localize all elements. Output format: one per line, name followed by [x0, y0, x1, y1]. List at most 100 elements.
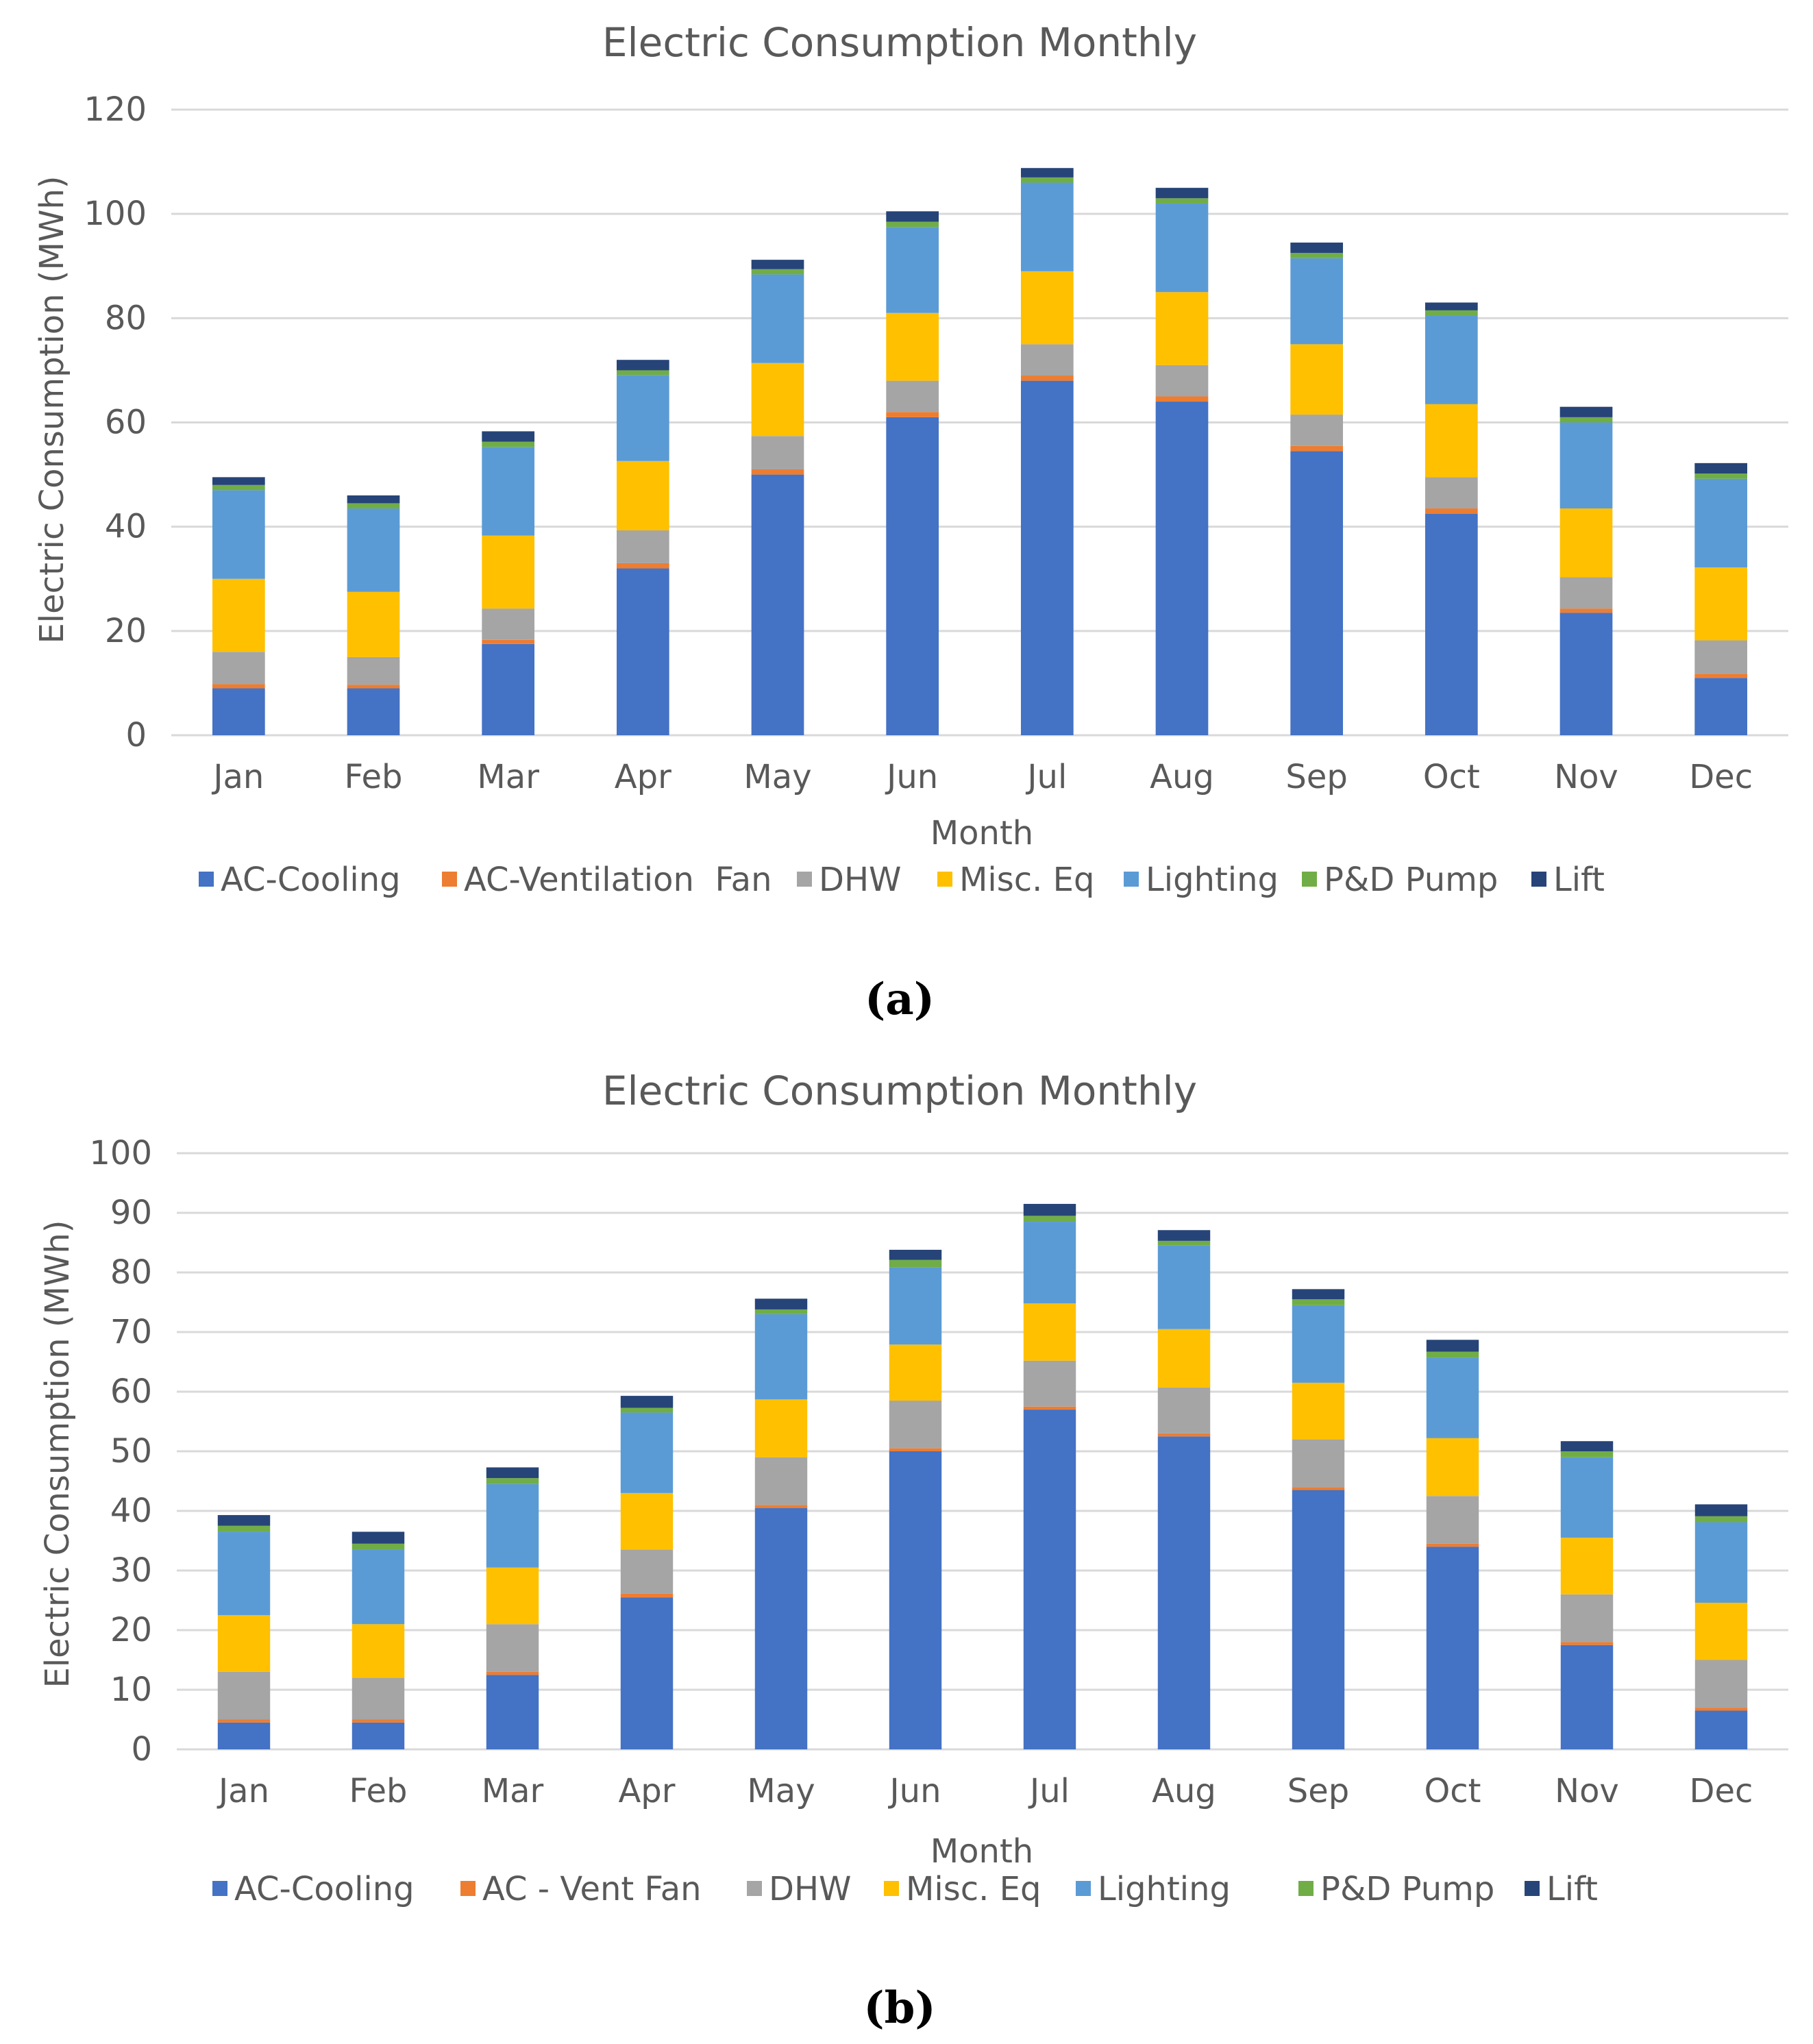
- bar-segment-misc-eq-nov: [1560, 1538, 1614, 1594]
- x-tick-label: Feb: [345, 758, 403, 796]
- bar-segment-p-d-pump-may: [751, 269, 804, 275]
- bar-segment-p-d-pump-sep: [1292, 1299, 1345, 1305]
- y-tick-label: 90: [110, 1194, 152, 1232]
- bar-segment-dhw-aug: [1155, 365, 1209, 397]
- bar-segment-dhw-jun: [889, 1401, 942, 1449]
- bar-segment-misc-eq-jun: [886, 312, 939, 381]
- bar-segment-lighting-jun: [889, 1267, 942, 1345]
- panel-label-b: (b): [863, 1982, 935, 2034]
- y-axis-label: Electric Consumption (MWh): [33, 175, 71, 643]
- bar-segment-lift-apr: [616, 360, 669, 371]
- x-tick-label: Oct: [1423, 758, 1480, 796]
- legend: AC-Cooling AC-Ventilation Fan DHW Misc. Eq L…: [199, 861, 1605, 899]
- legend-label: AC-Cooling: [234, 1870, 415, 1908]
- y-tick-label: 40: [110, 1492, 152, 1530]
- y-tick-label: 10: [110, 1671, 152, 1709]
- x-tick-label: May: [743, 758, 811, 796]
- bar-segment-ac-cooling-aug: [1155, 402, 1209, 735]
- bar-segment-p-d-pump-mar: [482, 441, 535, 447]
- x-axis-label: Month: [930, 814, 1033, 852]
- legend-swatch: [1124, 872, 1139, 887]
- bar-segment-dhw-oct: [1426, 1496, 1479, 1544]
- bar-segment-dhw-jun: [886, 380, 939, 413]
- bar-segment-misc-eq-nov: [1559, 508, 1613, 578]
- bar-segment-lighting-dec: [1694, 1522, 1748, 1603]
- bar-segment-ac-vent-fan-jun: [889, 1448, 942, 1451]
- chart-panel-b: Electric Consumption Monthly 0 10 20 30 40 50…: [38, 1068, 1788, 2034]
- legend-label: Lift: [1553, 861, 1605, 899]
- bar-segment-p-d-pump-mar: [486, 1478, 539, 1484]
- bar-segment-lighting-feb: [352, 1549, 405, 1625]
- bar-segment-misc-eq-mar: [482, 535, 535, 609]
- bar-segment-lighting-sep: [1290, 258, 1344, 345]
- bar-segment-ac-cooling-oct: [1426, 1547, 1479, 1749]
- bar-segment-lift-nov: [1560, 1441, 1614, 1451]
- bar-segment-lighting-sep: [1292, 1305, 1345, 1383]
- bar-segment-lighting-apr: [616, 375, 669, 461]
- y-tick-label: 20: [110, 1611, 152, 1649]
- bar-segment-dhw-dec: [1694, 1660, 1748, 1708]
- chart-panel-a: Electric Consumption Monthly 0 20 40 60 80 10…: [33, 19, 1788, 1025]
- bar-segment-ac-cooling-jul: [1020, 380, 1074, 735]
- bar-segment-lift-jan: [212, 477, 265, 485]
- bar-segment-lighting-may: [754, 1314, 808, 1400]
- x-tick-label: Jun: [888, 1772, 941, 1810]
- bar-segment-dhw-aug: [1157, 1387, 1211, 1433]
- bar-segment-dhw-nov: [1559, 577, 1613, 609]
- bar-segment-misc-eq-apr: [620, 1492, 674, 1550]
- legend: AC-Cooling AC - Vent Fan DHW Misc. Eq Lighti…: [212, 1870, 1598, 1908]
- bar-segment-ac-cooling-sep: [1292, 1490, 1345, 1749]
- x-tick-label: Jul: [1028, 1772, 1070, 1810]
- bar-segment-ac-cooling-apr: [620, 1597, 674, 1749]
- bar-segment-lighting-oct: [1424, 315, 1478, 404]
- bar-segment-ac-vent-fan-apr: [620, 1593, 674, 1598]
- bar-segment-dhw-may: [751, 436, 804, 469]
- bar-segment-p-d-pump-feb: [352, 1543, 405, 1550]
- bar-segment-ac-cooling-nov: [1560, 1645, 1614, 1749]
- bar-segment-p-d-pump-nov: [1559, 417, 1613, 423]
- bar-segment-ac-ventilation-fan-mar: [482, 639, 535, 644]
- bar-segment-dhw-apr: [620, 1549, 674, 1594]
- bar-segment-lighting-feb: [347, 508, 400, 592]
- bar-segment-ac-cooling-jan: [217, 1722, 271, 1749]
- bar-segment-ac-vent-fan-jul: [1023, 1406, 1076, 1410]
- x-tick-label: Nov: [1555, 1772, 1619, 1810]
- x-tick-label: Sep: [1287, 1772, 1349, 1810]
- bar-segment-dhw-apr: [616, 530, 669, 563]
- x-tick-label: Aug: [1152, 1772, 1216, 1810]
- bar-segment-lift-oct: [1426, 1340, 1479, 1352]
- legend-swatch: [460, 1881, 476, 1896]
- bar-segment-misc-eq-jun: [889, 1344, 942, 1401]
- x-tick-label: Jul: [1025, 758, 1067, 796]
- legend-swatch: [212, 1881, 227, 1896]
- x-tick-label: Sep: [1285, 758, 1347, 796]
- legend-swatch: [1525, 1881, 1540, 1896]
- bar-segment-misc-eq-dec: [1694, 1602, 1748, 1660]
- bar-segment-ac-cooling-jun: [886, 417, 939, 735]
- bar-segment-ac-cooling-may: [754, 1507, 808, 1749]
- bar-segment-ac-cooling-nov: [1559, 613, 1613, 735]
- x-tick-label: Jun: [885, 758, 938, 796]
- bar-segment-misc-eq-aug: [1155, 292, 1209, 365]
- bar-segment-lift-feb: [347, 495, 400, 504]
- bar-segment-ac-ventilation-fan-nov: [1559, 608, 1613, 613]
- bar-segment-p-d-pump-jan: [217, 1525, 271, 1532]
- bar-segment-ac-cooling-sep: [1290, 451, 1344, 735]
- bar-segment-misc-eq-jul: [1023, 1303, 1076, 1361]
- bar-segment-lighting-aug: [1157, 1245, 1211, 1329]
- bar-segment-ac-vent-fan-sep: [1292, 1487, 1345, 1490]
- panel-label-a: (a): [865, 974, 935, 1025]
- bar-segment-lighting-mar: [482, 447, 535, 536]
- bar-segment-dhw-dec: [1694, 640, 1748, 674]
- legend-label: DHW: [819, 861, 902, 899]
- bar-segment-lift-oct: [1424, 302, 1478, 310]
- bar-segment-lift-may: [754, 1298, 808, 1309]
- bar-segment-ac-cooling-oct: [1424, 513, 1478, 735]
- bar-segment-lighting-jan: [217, 1531, 271, 1616]
- bar-segment-lift-jul: [1020, 168, 1074, 177]
- bar-segment-lighting-nov: [1559, 422, 1613, 509]
- bar-segment-lighting-jan: [212, 490, 265, 579]
- bar-segment-lighting-mar: [486, 1483, 539, 1568]
- x-tick-label: Apr: [618, 1772, 675, 1810]
- bar-segment-ac-cooling-mar: [482, 643, 535, 735]
